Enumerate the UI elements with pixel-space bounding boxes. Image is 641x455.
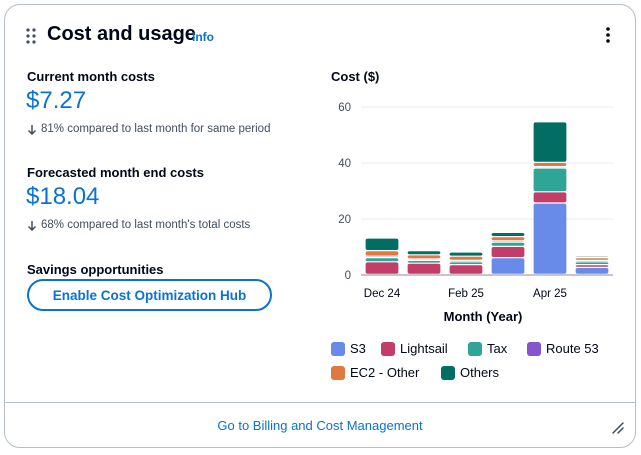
current-month-value: $7.27 bbox=[26, 87, 87, 114]
legend-item[interactable]: Others bbox=[441, 365, 499, 380]
bar-segment[interactable] bbox=[533, 168, 567, 192]
legend-swatch bbox=[441, 365, 455, 380]
bar-segment[interactable] bbox=[407, 263, 441, 274]
x-tick-label: Feb 25 bbox=[448, 288, 484, 300]
legend-label: S3 bbox=[350, 341, 366, 356]
x-tick-label: Apr 25 bbox=[533, 288, 567, 300]
savings-label: Savings opportunities bbox=[27, 262, 164, 277]
arrow-down-icon bbox=[27, 124, 37, 135]
bar-segment[interactable] bbox=[449, 265, 483, 274]
bar-segment[interactable] bbox=[491, 258, 525, 274]
bar-segment[interactable] bbox=[533, 122, 567, 162]
bar-segment[interactable] bbox=[449, 262, 483, 264]
current-month-comparison-text: 81% compared to last month for same peri… bbox=[41, 123, 271, 135]
drag-handle-icon[interactable] bbox=[25, 27, 37, 45]
bar-segment[interactable] bbox=[491, 247, 525, 257]
legend-item[interactable]: Route 53 bbox=[527, 341, 599, 356]
bar-segment[interactable] bbox=[533, 192, 567, 203]
chart-title: Cost ($) bbox=[331, 69, 380, 84]
legend-label: Tax bbox=[487, 341, 508, 356]
y-tick-label: 0 bbox=[345, 270, 351, 282]
legend-swatch bbox=[381, 341, 395, 356]
legend-swatch bbox=[331, 341, 345, 356]
bar-segment[interactable] bbox=[491, 237, 525, 241]
bar-segment[interactable] bbox=[575, 268, 609, 274]
y-tick-label: 60 bbox=[338, 102, 351, 114]
cost-usage-widget: Cost and usage Info Current month costs … bbox=[4, 4, 636, 448]
bar-segment[interactable] bbox=[449, 252, 483, 256]
bar-segment[interactable] bbox=[533, 203, 567, 274]
legend-swatch bbox=[527, 341, 541, 356]
y-tick-label: 20 bbox=[338, 214, 351, 226]
bar-segment[interactable] bbox=[407, 261, 441, 263]
legend-swatch bbox=[468, 341, 482, 356]
bar-segment[interactable] bbox=[575, 265, 609, 267]
bar-segment[interactable] bbox=[365, 251, 399, 256]
legend-label: EC2 - Other bbox=[350, 365, 420, 380]
current-month-comparison: 81% compared to last month for same peri… bbox=[27, 123, 270, 135]
legend-item[interactable]: S3 bbox=[331, 341, 366, 356]
bar-segment[interactable] bbox=[365, 258, 399, 262]
legend-item[interactable]: EC2 - Other bbox=[331, 365, 419, 380]
widget-title: Cost and usage bbox=[47, 23, 196, 45]
resize-icon[interactable] bbox=[611, 421, 625, 435]
x-axis-label: Month (Year) bbox=[444, 309, 523, 324]
bar-segment[interactable] bbox=[575, 258, 609, 260]
bar-segment[interactable] bbox=[407, 255, 441, 259]
current-month-label: Current month costs bbox=[27, 69, 155, 84]
bar-segment[interactable] bbox=[575, 262, 609, 264]
bar-segment[interactable] bbox=[491, 233, 525, 236]
bar-segment[interactable] bbox=[365, 262, 399, 274]
forecast-label: Forecasted month end costs bbox=[27, 165, 204, 180]
legend-item[interactable]: Tax bbox=[468, 341, 507, 356]
legend-item[interactable]: Lightsail bbox=[381, 341, 448, 356]
legend-label: Route 53 bbox=[546, 341, 599, 356]
legend-label: Others bbox=[460, 365, 500, 380]
legend-label: Lightsail bbox=[400, 341, 448, 356]
bar-segment[interactable] bbox=[365, 238, 399, 250]
x-tick-label: Dec 24 bbox=[364, 288, 401, 300]
forecast-comparison: 68% compared to last month's total costs bbox=[27, 219, 250, 231]
billing-link[interactable]: Go to Billing and Cost Management bbox=[217, 418, 423, 433]
bar-segment[interactable] bbox=[449, 256, 483, 260]
enable-cost-optimization-hub-button[interactable]: Enable Cost Optimization Hub bbox=[27, 279, 272, 311]
forecast-comparison-text: 68% compared to last month's total costs bbox=[41, 219, 251, 231]
info-link[interactable]: Info bbox=[192, 30, 214, 44]
more-vertical-icon[interactable] bbox=[603, 25, 613, 45]
forecast-value: $18.04 bbox=[26, 183, 100, 210]
legend-swatch bbox=[331, 365, 345, 380]
bar-segment[interactable] bbox=[407, 251, 441, 255]
footer-divider bbox=[5, 402, 635, 403]
cost-chart: 0 20 40 60 Dec 24 Feb 25 Apr 25 Month (Year) bbox=[338, 102, 613, 324]
bar-segment[interactable] bbox=[533, 163, 567, 166]
bar-segment[interactable] bbox=[491, 242, 525, 246]
arrow-down-icon bbox=[27, 220, 37, 231]
y-tick-label: 40 bbox=[338, 158, 351, 170]
